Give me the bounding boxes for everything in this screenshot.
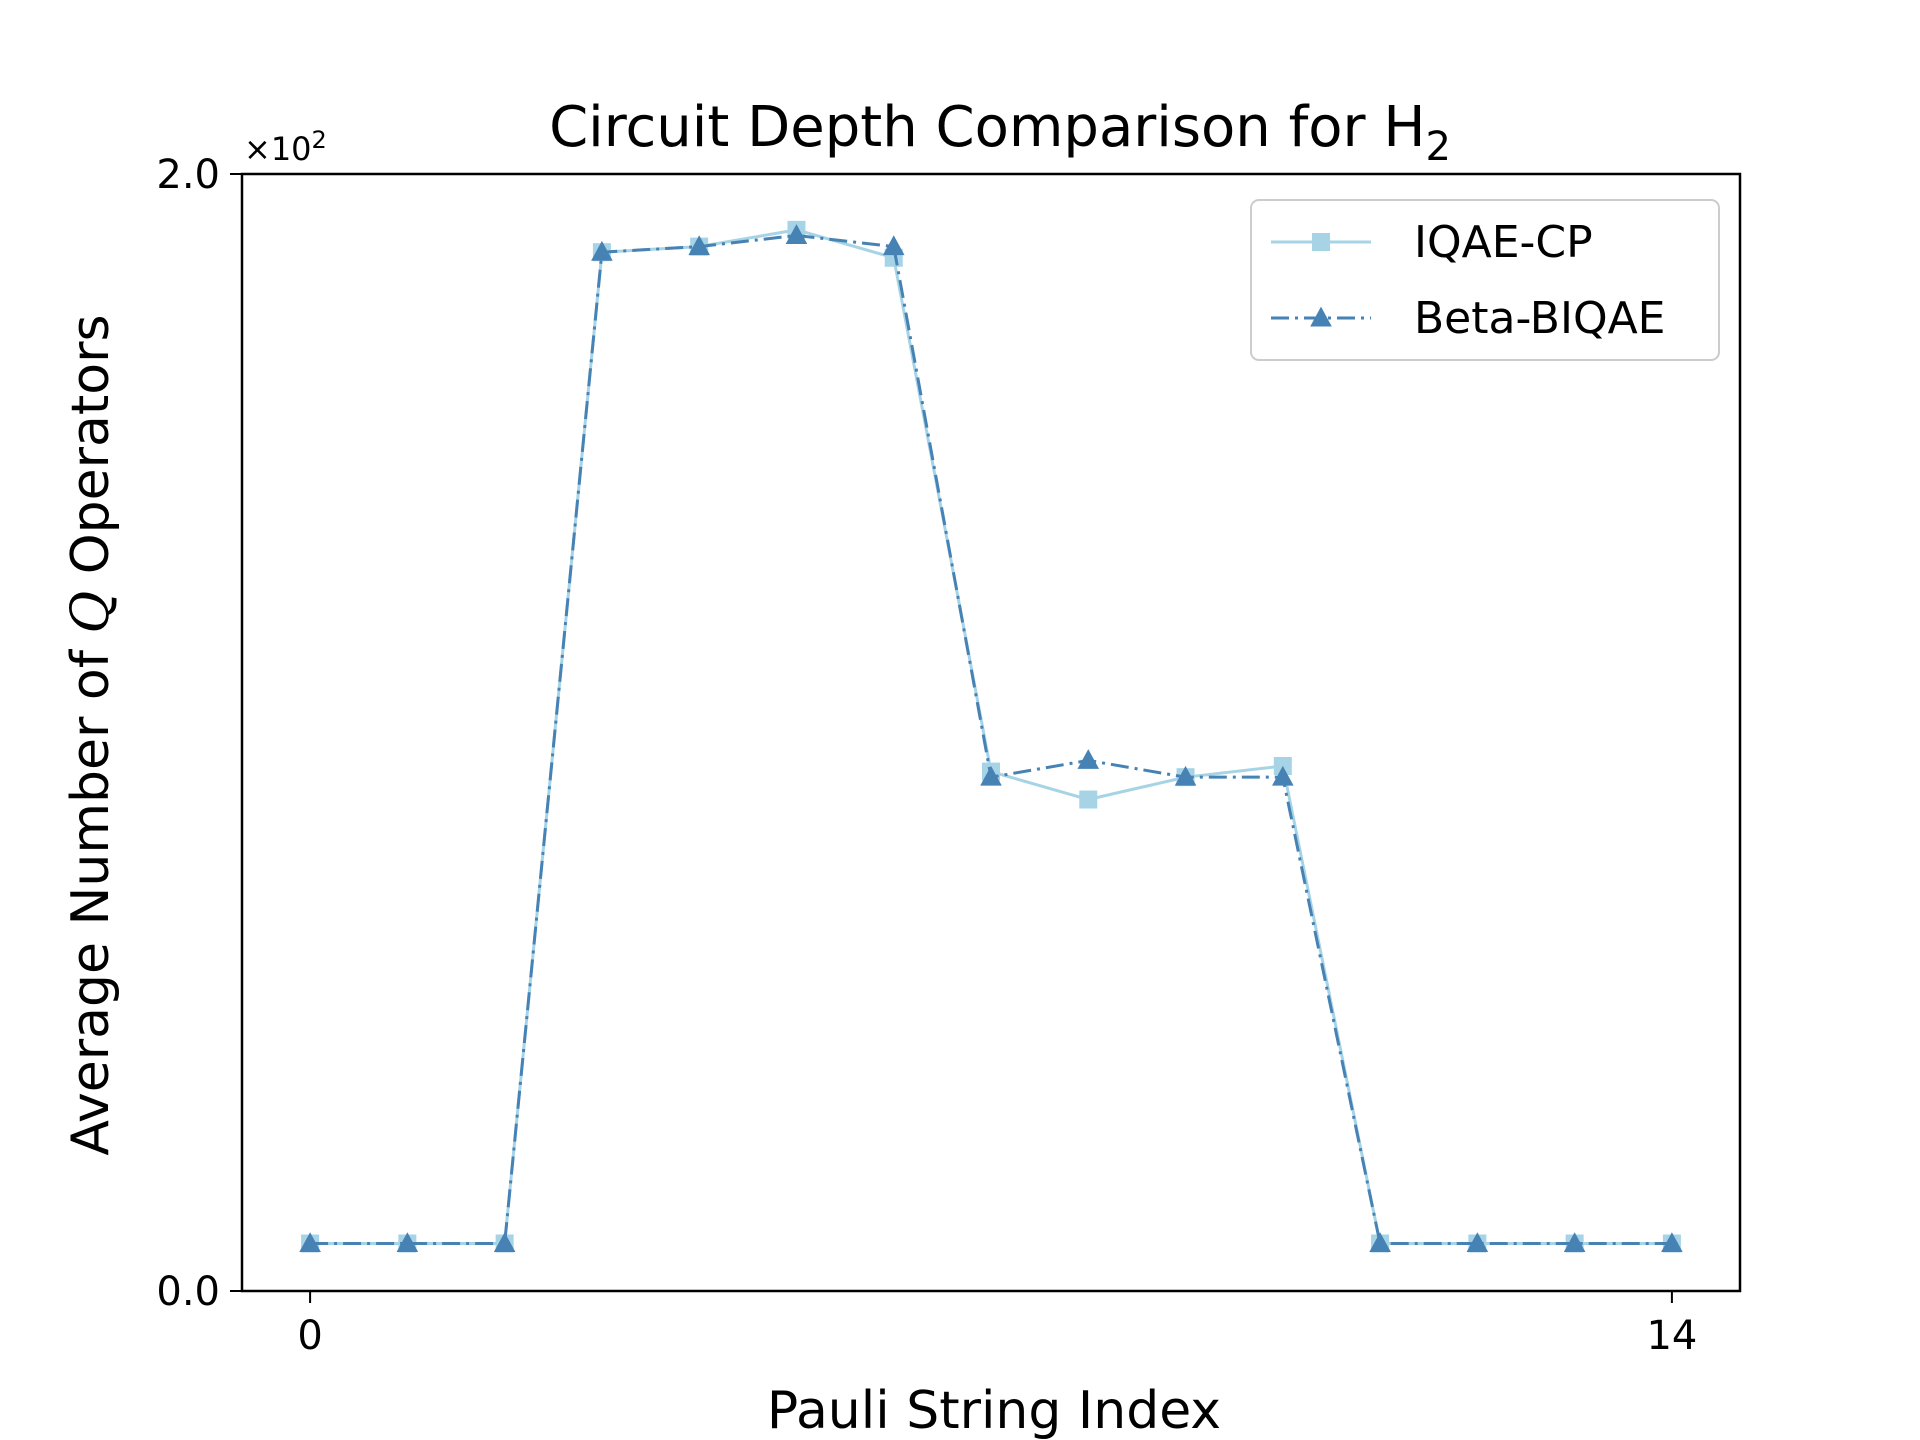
legend-marker: [1310, 306, 1332, 327]
data-point: [688, 235, 710, 256]
y-axis-label-prefix: Average Number of: [61, 633, 121, 1155]
legend-box: [1250, 199, 1720, 361]
y-axis-label: Average Number of Q Operators: [61, 314, 121, 1155]
data-point: [1272, 765, 1294, 786]
data-point: [591, 240, 613, 261]
data-point: [980, 765, 1002, 786]
y-tick-label: 0.0: [156, 1269, 220, 1315]
data-point: [396, 1232, 419, 1253]
series-line: [310, 233, 1672, 1246]
data-point: [1369, 1232, 1391, 1253]
data-point: [1174, 765, 1197, 786]
y-axis-label-symbol: Q: [61, 591, 121, 634]
data-point: [299, 1232, 321, 1253]
x-tick-label: 0: [297, 1313, 322, 1359]
y-axis-label-suffix: Operators: [61, 314, 121, 590]
series-iqae-cp: [301, 220, 1681, 1253]
series-line: [310, 228, 1672, 1246]
series-layer: [299, 220, 1683, 1253]
data-point: [493, 1232, 516, 1253]
data-point: [1077, 749, 1100, 769]
series-beta-biqae: [299, 224, 1683, 1253]
data-point: [1079, 790, 1098, 809]
legend-marker: [1312, 233, 1330, 251]
legend-label: IQAE-CP: [1414, 217, 1593, 268]
data-point: [1563, 1232, 1586, 1253]
chart-title-subscript: 2: [1425, 124, 1450, 170]
legend: IQAE-CP Beta-BIQAE: [1250, 199, 1720, 361]
chart-title: Circuit Depth Comparison for H2: [549, 95, 1451, 170]
data-point: [785, 224, 808, 244]
plot-frame: [240, 172, 1742, 1293]
axes: 0 14 0.0 2.0: [156, 152, 1742, 1359]
data-point: [1661, 1232, 1683, 1253]
x-tick-label: 14: [1646, 1313, 1697, 1359]
chart-title-main: Circuit Depth Comparison for H: [549, 95, 1425, 160]
y-axis-multiplier-exponent: 2: [312, 126, 327, 154]
y-axis-multiplier: ×102: [244, 126, 327, 168]
legend-label: Beta-BIQAE: [1414, 293, 1665, 344]
x-axis-label: Pauli String Index: [767, 1381, 1221, 1440]
y-axis-multiplier-base: ×10: [244, 130, 312, 168]
data-point: [882, 235, 905, 256]
y-tick-label: 2.0: [156, 152, 220, 198]
data-point: [1466, 1232, 1489, 1253]
